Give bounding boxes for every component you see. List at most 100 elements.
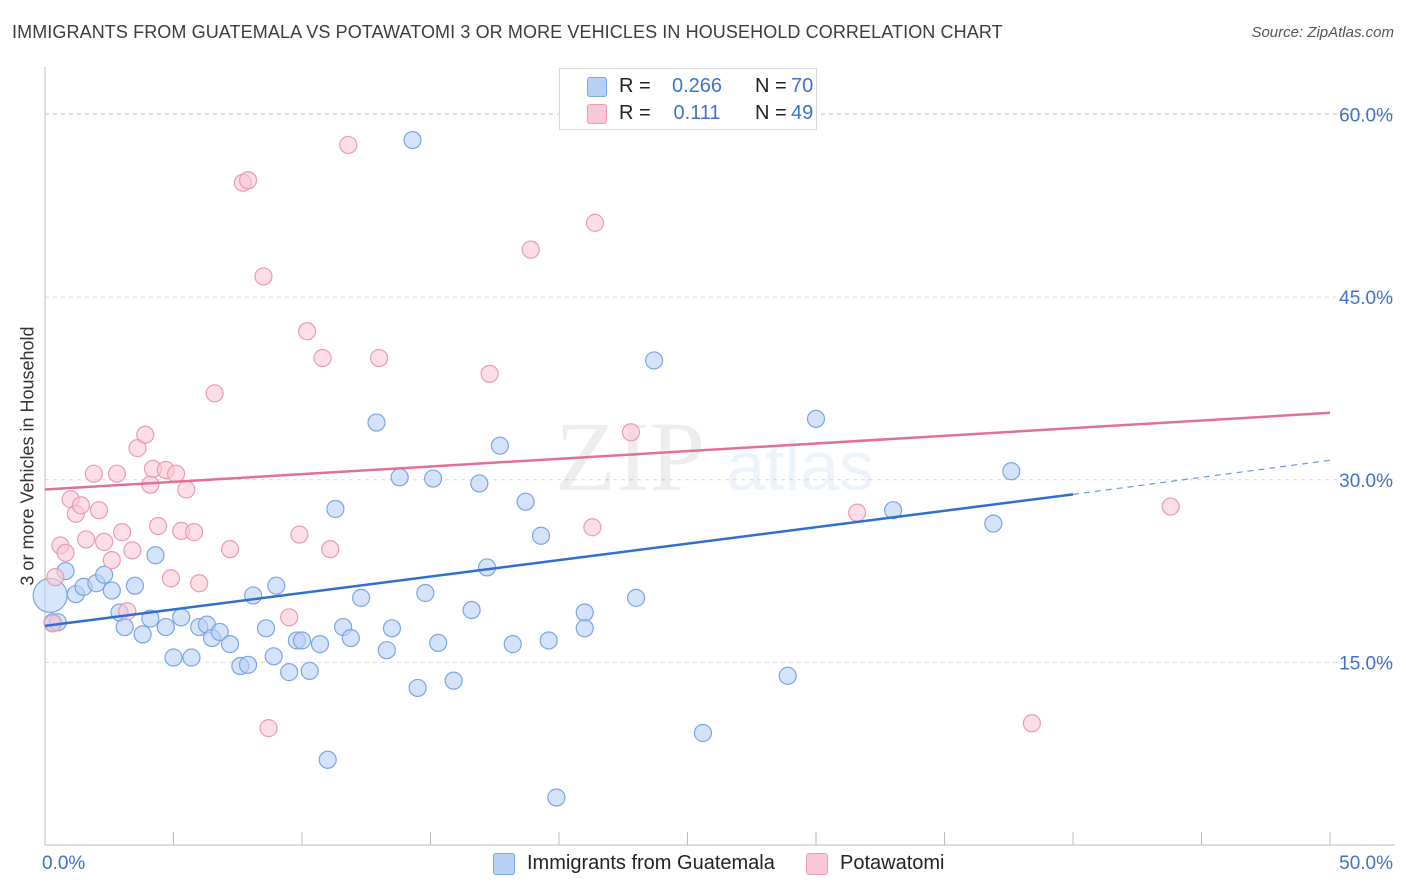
point-guatemala (125, 576, 145, 595)
legend-n-label: N = (755, 102, 787, 124)
y-tick-label: 15.0% (1339, 653, 1393, 674)
point-guatemala (280, 663, 299, 682)
point-guatemala (102, 581, 121, 600)
point-potawatomi (71, 496, 91, 515)
point-guatemala (423, 469, 443, 488)
point-potawatomi (77, 530, 96, 549)
point-guatemala (133, 625, 152, 644)
point-guatemala (256, 619, 276, 638)
point-guatemala (318, 750, 337, 769)
point-guatemala (95, 565, 114, 584)
chart-source: Source: ZipAtlas.com (1251, 24, 1394, 41)
point-guatemala (264, 647, 283, 666)
data-points (32, 111, 1180, 807)
tick-labels: 15.0% 30.0% 45.0% 60.0% 0.0% 50.0% (42, 106, 1393, 874)
point-guatemala (377, 641, 396, 660)
point-potawatomi (339, 135, 358, 155)
legend-swatch-guatemala (493, 853, 515, 875)
point-potawatomi (220, 540, 240, 559)
stats-legend: R = 0.266 N = 70 R = 0.111 N = 49 (559, 68, 817, 130)
watermark-atlas: atlas (726, 427, 874, 505)
point-guatemala (490, 436, 509, 455)
grid-lines (45, 113, 1395, 663)
point-potawatomi (238, 171, 258, 190)
point-potawatomi (848, 503, 867, 522)
point-guatemala (210, 622, 229, 642)
point-potawatomi (298, 322, 317, 341)
point-guatemala (644, 351, 664, 370)
y-tick-label: 60.0% (1339, 106, 1393, 127)
point-guatemala (367, 413, 386, 432)
point-guatemala (462, 600, 481, 620)
trend-line-potawatomi (44, 411, 1331, 491)
point-potawatomi (259, 719, 278, 738)
y-tick-label: 30.0% (1339, 471, 1393, 492)
point-guatemala (141, 609, 160, 628)
point-potawatomi (89, 501, 109, 520)
point-potawatomi (166, 464, 186, 483)
trend-extension-guatemala (1072, 459, 1331, 495)
point-potawatomi (321, 540, 340, 559)
point-potawatomi (254, 267, 273, 286)
point-guatemala (444, 671, 463, 690)
x-tick-label: 0.0% (42, 853, 85, 874)
point-guatemala (516, 492, 535, 511)
point-potawatomi (621, 423, 641, 442)
point-potawatomi (205, 384, 224, 403)
point-potawatomi (136, 425, 155, 444)
point-guatemala (220, 635, 240, 654)
point-guatemala (883, 501, 903, 520)
point-guatemala (429, 633, 448, 653)
point-guatemala (806, 409, 826, 428)
point-potawatomi (313, 348, 332, 368)
point-guatemala (172, 608, 191, 627)
point-potawatomi (370, 348, 389, 368)
point-potawatomi (84, 464, 103, 483)
point-guatemala (539, 631, 558, 650)
legend-swatch-guatemala (587, 77, 607, 97)
x-tick-label: 50.0% (1339, 853, 1393, 874)
point-guatemala (408, 678, 427, 698)
legend-r-value: 0.111 (673, 102, 721, 124)
point-potawatomi (290, 525, 309, 544)
point-guatemala (470, 474, 489, 493)
trend-lines (44, 411, 1331, 628)
point-guatemala (382, 619, 402, 638)
legend-swatch-potawatomi (587, 104, 607, 124)
point-guatemala (390, 468, 409, 487)
point-potawatomi (280, 608, 299, 627)
point-guatemala (238, 655, 258, 674)
point-potawatomi (161, 569, 181, 588)
point-guatemala (156, 617, 175, 637)
point-guatemala (575, 619, 594, 638)
legend-n-value: 49 (791, 102, 814, 124)
point-guatemala (778, 666, 797, 685)
point-guatemala (352, 588, 371, 607)
axes (44, 67, 1395, 846)
point-potawatomi (95, 532, 114, 551)
point-guatemala (341, 628, 360, 648)
point-potawatomi (102, 551, 121, 570)
point-potawatomi (112, 523, 132, 542)
point-potawatomi (46, 568, 65, 587)
point-guatemala (115, 617, 134, 637)
point-potawatomi (177, 480, 196, 499)
point-guatemala (626, 588, 646, 607)
point-guatemala (416, 583, 435, 603)
point-guatemala (244, 586, 263, 605)
point-potawatomi (128, 439, 147, 458)
legend-r-label: R = (619, 102, 651, 124)
point-potawatomi (585, 213, 605, 232)
point-guatemala (1002, 462, 1021, 481)
trend-line-guatemala (44, 493, 1074, 628)
point-potawatomi (107, 464, 127, 483)
point-guatemala (182, 648, 201, 667)
legend-n-label: N = (755, 75, 787, 97)
point-guatemala (146, 546, 165, 565)
point-guatemala (693, 723, 713, 743)
legend-n-value: 70 (791, 75, 814, 97)
point-potawatomi (521, 240, 540, 259)
point-guatemala (403, 130, 422, 150)
point-guatemala (310, 635, 330, 654)
